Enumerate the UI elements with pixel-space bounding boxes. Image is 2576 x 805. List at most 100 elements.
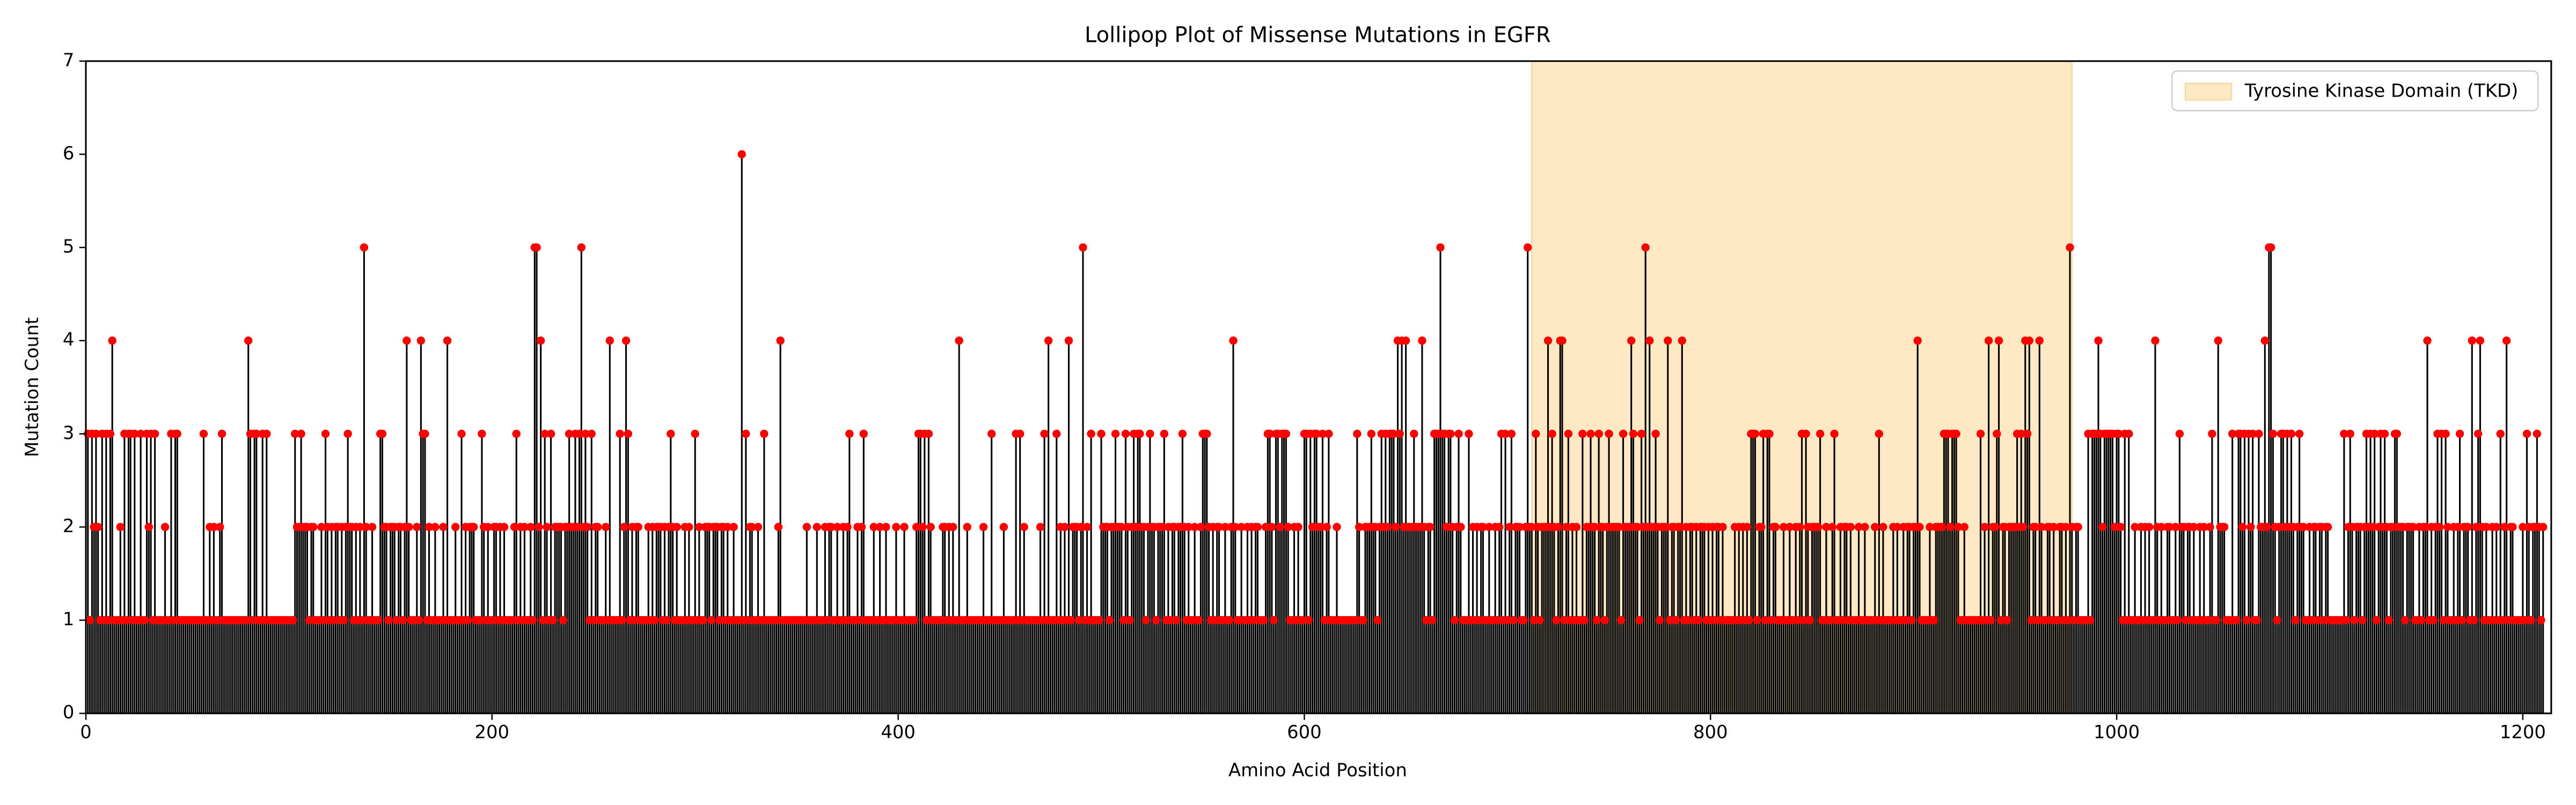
marker (1119, 616, 1128, 625)
marker (859, 429, 868, 438)
marker (2019, 523, 2028, 531)
marker (1675, 523, 1685, 531)
marker (309, 523, 318, 531)
x-tick-label: 1200 (2500, 722, 2546, 743)
y-tick-label: 3 (63, 422, 75, 443)
marker (1395, 429, 1404, 438)
marker (1515, 523, 1524, 531)
legend-label: Tyrosine Kinase Domain (TKD) (2244, 80, 2519, 101)
marker (1442, 523, 1451, 531)
marker (2114, 429, 2123, 438)
marker (319, 616, 328, 625)
marker (94, 523, 103, 531)
marker (1838, 616, 1847, 625)
marker (1066, 616, 1075, 625)
marker (1805, 616, 1814, 625)
marker (1485, 523, 1494, 531)
marker (1160, 429, 1169, 438)
marker (1196, 523, 1205, 531)
marker (875, 523, 884, 531)
marker (1446, 429, 1455, 438)
marker (602, 523, 610, 531)
marker (1993, 429, 2001, 438)
marker (2273, 616, 2281, 625)
marker (2266, 243, 2275, 252)
marker (802, 523, 811, 531)
marker (536, 336, 545, 345)
marker (924, 429, 933, 438)
marker (214, 616, 222, 625)
marker (2246, 523, 2255, 531)
marker (1562, 523, 1571, 531)
marker (2358, 616, 2367, 625)
marker (305, 616, 313, 625)
marker (2182, 616, 2190, 625)
marker (2208, 429, 2216, 438)
marker (1087, 429, 1095, 438)
marker (244, 336, 253, 345)
marker (2508, 523, 2517, 531)
marker (1580, 616, 1589, 625)
marker (1655, 616, 1664, 625)
marker (1799, 616, 1809, 625)
marker (2464, 523, 2472, 531)
marker (2145, 523, 2154, 531)
marker (1190, 523, 1199, 531)
marker (748, 523, 756, 531)
marker (543, 523, 551, 531)
marker (1986, 616, 1995, 625)
marker (1816, 429, 1825, 438)
marker (2165, 523, 2174, 531)
marker (1678, 336, 1686, 345)
marker (1389, 429, 1398, 438)
marker (1105, 616, 1114, 625)
marker (2025, 336, 2034, 345)
marker (2502, 336, 2511, 345)
marker (813, 523, 821, 531)
marker (1304, 616, 1313, 625)
marker (936, 616, 945, 625)
marker (1231, 523, 1240, 531)
marker (774, 523, 783, 531)
marker (618, 616, 626, 625)
marker (999, 523, 1008, 531)
marker (1651, 429, 1660, 438)
marker (1519, 616, 1528, 625)
marker (1493, 616, 1502, 625)
marker (2110, 523, 2119, 531)
marker (2149, 616, 2157, 625)
marker (1359, 616, 1367, 625)
marker (1913, 336, 1922, 345)
marker (2275, 523, 2284, 531)
marker (1619, 429, 1628, 438)
marker (1426, 523, 1435, 531)
marker (1761, 616, 1770, 625)
marker (475, 616, 484, 625)
marker (1121, 429, 1130, 438)
marker (1501, 429, 1510, 438)
marker (723, 523, 732, 531)
marker (630, 616, 639, 625)
marker (1572, 523, 1581, 531)
marker (2206, 523, 2214, 531)
marker (1802, 429, 1810, 438)
marker (587, 429, 596, 438)
marker (1822, 523, 1831, 531)
marker (1229, 336, 1238, 345)
marker (1503, 616, 1512, 625)
marker (1846, 523, 1855, 531)
marker (1020, 523, 1028, 531)
marker (1751, 429, 1760, 438)
marker (2388, 523, 2397, 531)
marker (2346, 429, 2354, 438)
marker (252, 429, 261, 438)
y-axis-label: Mutation Count (21, 317, 42, 457)
marker (2171, 523, 2180, 531)
marker (2017, 429, 2025, 438)
marker (1214, 523, 1224, 531)
marker (1269, 616, 1278, 625)
marker (1036, 523, 1045, 531)
marker (1117, 523, 1126, 531)
x-tick-label: 1000 (2094, 722, 2140, 743)
marker (1131, 523, 1140, 531)
